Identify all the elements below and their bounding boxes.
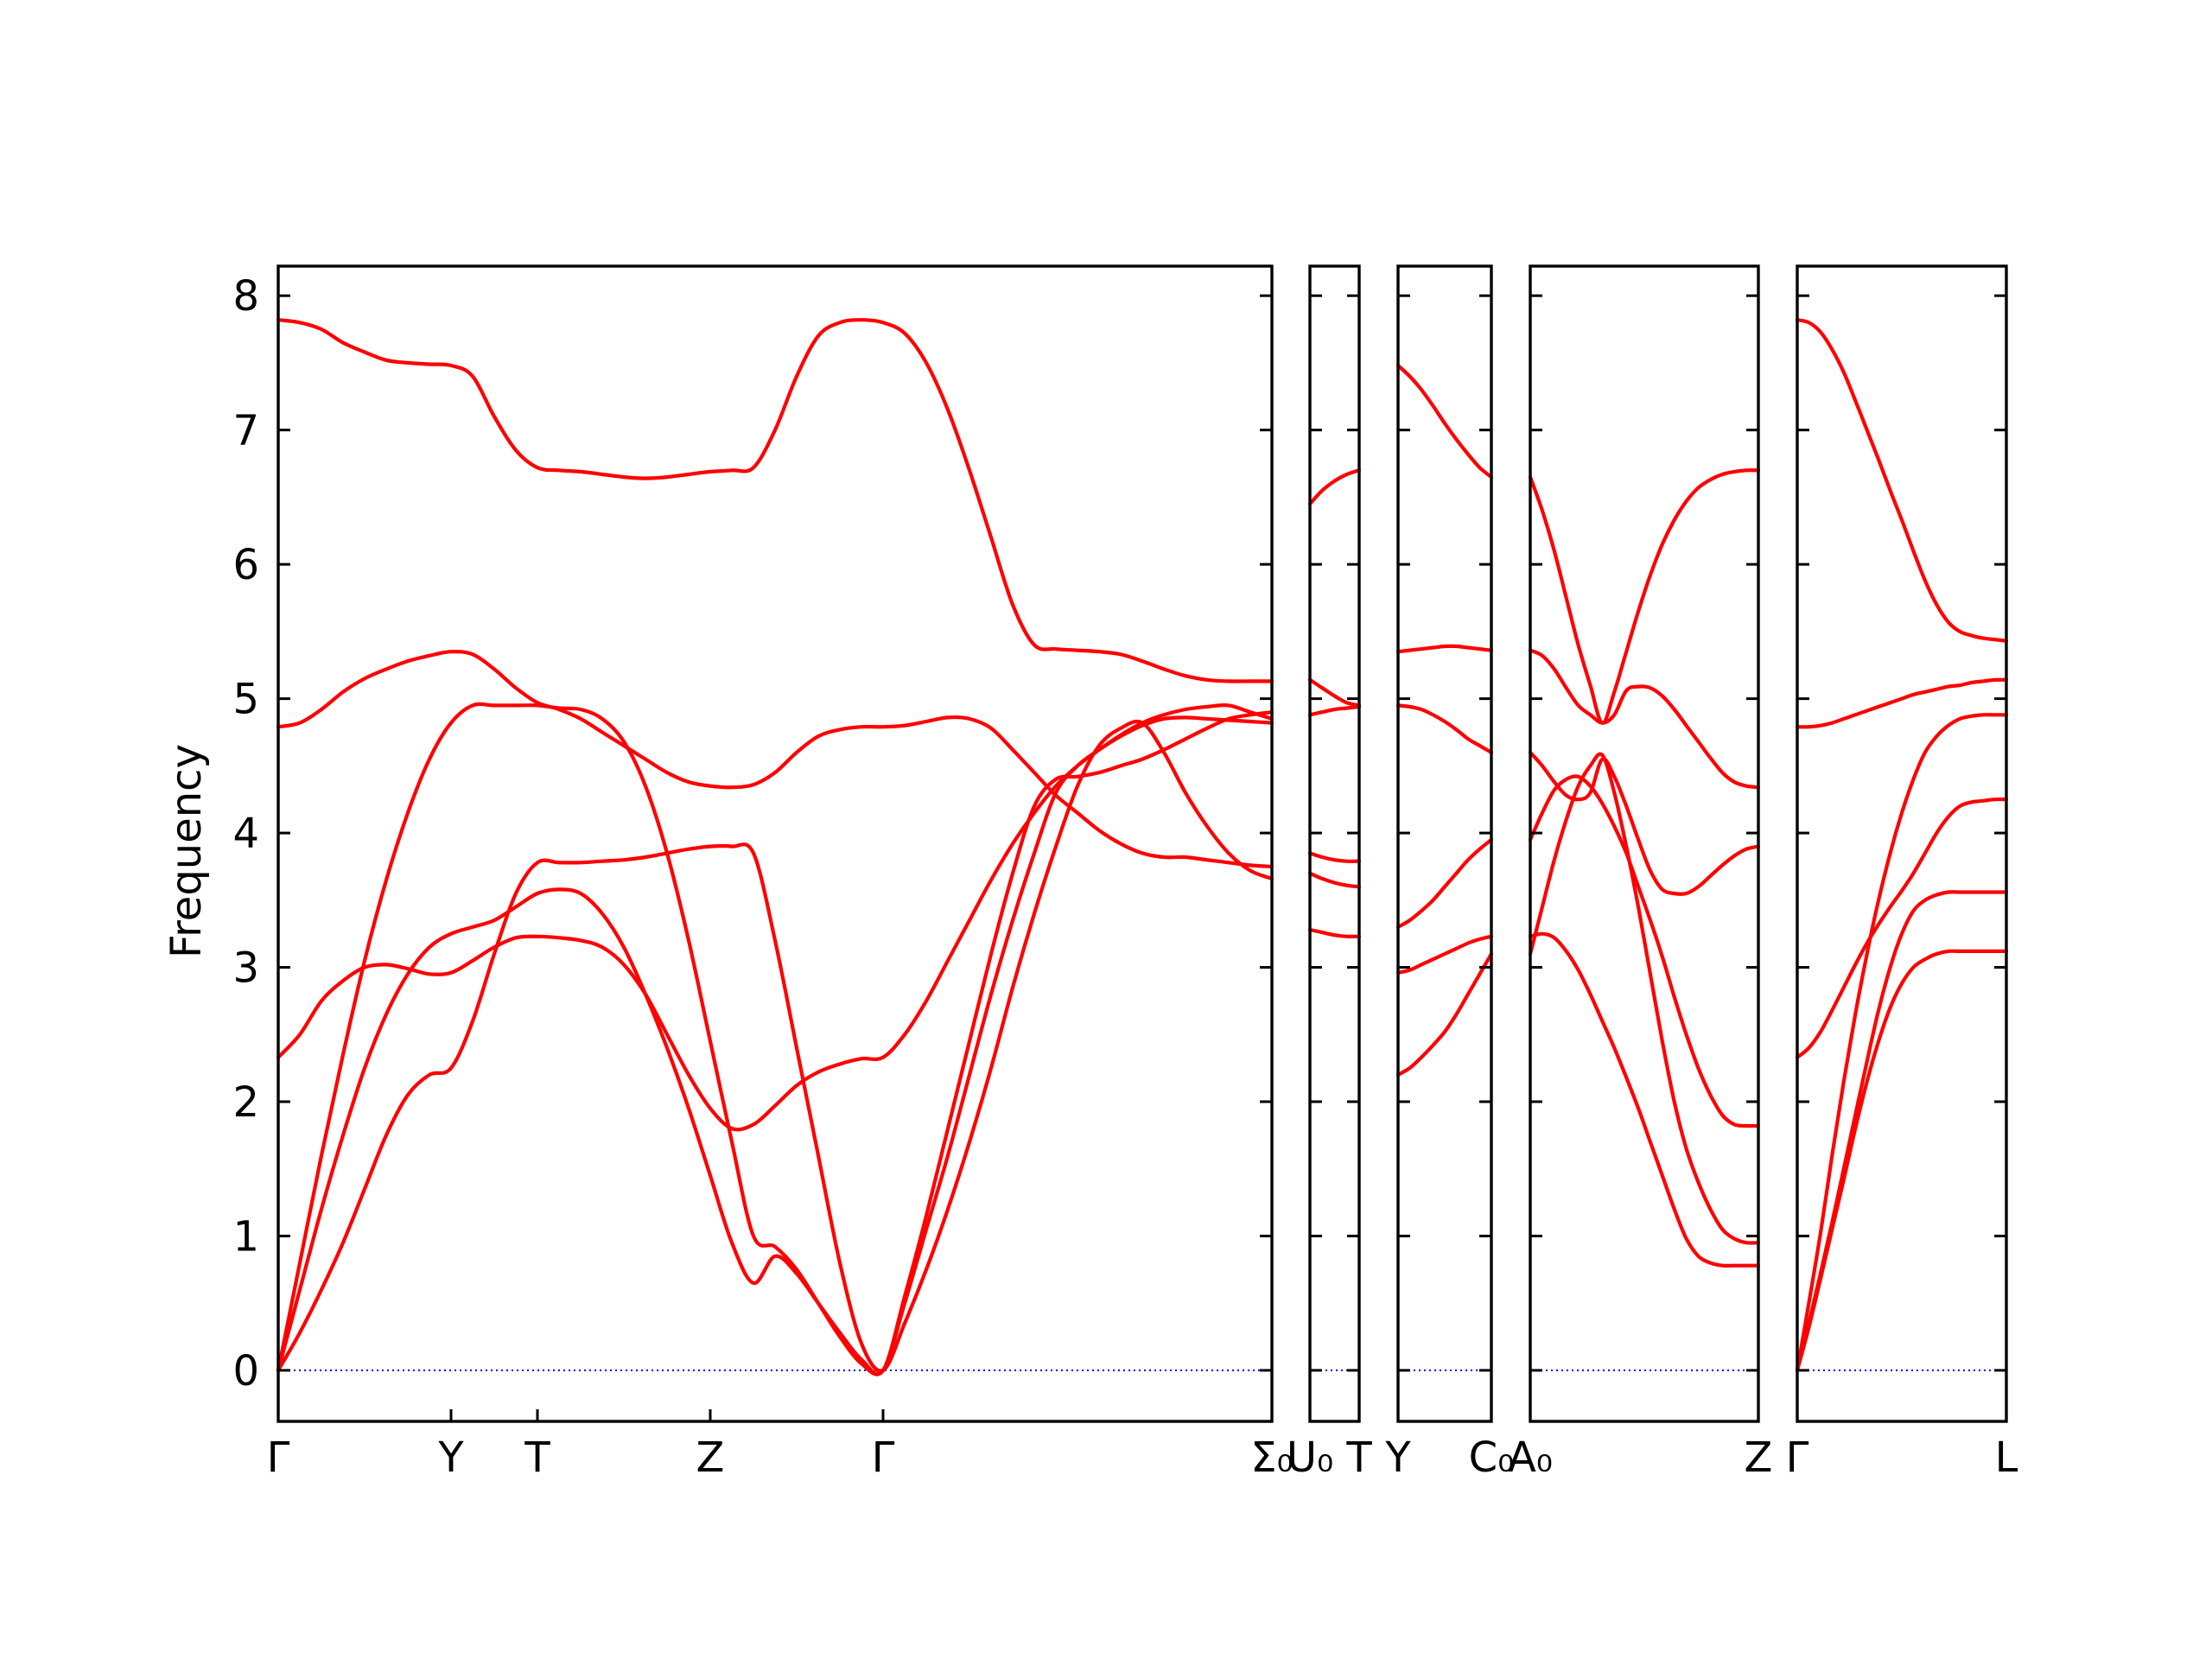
band-line-3 xyxy=(1795,713,2009,1372)
x-tick-label: C₀ xyxy=(1469,1433,1515,1482)
x-tick-label: L xyxy=(1995,1433,2018,1482)
panel-frame xyxy=(1796,264,2008,1423)
band-line-5 xyxy=(1528,752,1761,1245)
panel-frame xyxy=(1396,264,1493,1423)
x-tick-label: U₀ xyxy=(1287,1433,1333,1482)
band-line-2 xyxy=(1307,677,1362,708)
x-tick-label: Y xyxy=(437,1433,464,1482)
x-tick-label: Γ xyxy=(1786,1433,1809,1482)
band-line-3 xyxy=(1307,704,1362,717)
panel-2: U₀ T xyxy=(1287,264,1372,1482)
x-tick-label: Σ₀ xyxy=(1250,1433,1294,1482)
band-line-4 xyxy=(276,715,1274,1132)
y-tick-label: 8 xyxy=(232,272,259,321)
band-line-5 xyxy=(1307,871,1362,889)
band-line-3 xyxy=(1395,703,1494,754)
band-line-4 xyxy=(1395,837,1494,929)
panel-1: 0 1 2 3 4 5 6 7 8 Γ Y T Z Γ Σ₀ xyxy=(232,264,1294,1482)
panel-4: A₀ Z xyxy=(1508,264,1773,1482)
x-tick-label: T xyxy=(1345,1433,1372,1482)
band-line-6 xyxy=(1795,949,2009,1372)
y-tick-label: 3 xyxy=(232,944,259,993)
x-tick-label: Y xyxy=(1384,1433,1411,1482)
panel-frame xyxy=(276,264,1274,1423)
x-tick-label: Z xyxy=(1745,1433,1773,1482)
band-line-1 xyxy=(1795,318,2009,643)
x-tick-label: A₀ xyxy=(1508,1433,1553,1482)
band-line-6 xyxy=(1528,931,1761,1268)
band-line-4 xyxy=(1528,774,1761,1128)
band-line-2 xyxy=(1395,644,1494,654)
x-tick-label: Γ xyxy=(267,1433,290,1482)
y-tick-label: 4 xyxy=(232,810,259,858)
y-tick-label: 0 xyxy=(232,1347,259,1395)
band-line-6 xyxy=(276,318,1274,683)
y-tick-label: 6 xyxy=(232,541,259,589)
panel-frame xyxy=(1308,264,1361,1423)
panel-frame xyxy=(1529,264,1760,1423)
band-line-1 xyxy=(1307,468,1362,506)
band-line-6 xyxy=(1307,927,1362,938)
band-line-5 xyxy=(276,649,1274,868)
panel-3: Y C₀ xyxy=(1384,264,1515,1482)
band-line-2 xyxy=(1528,648,1761,790)
band-line-3 xyxy=(1528,750,1761,896)
y-tick-label: 2 xyxy=(232,1078,259,1127)
x-tick-label: Z xyxy=(696,1433,725,1482)
band-line-2 xyxy=(276,710,1274,1376)
band-line-4 xyxy=(1795,797,2009,1059)
y-axis-label: Frequency xyxy=(162,744,211,958)
band-line-1 xyxy=(1395,363,1494,480)
band-line-5 xyxy=(1395,934,1494,975)
band-line-2 xyxy=(1795,677,2009,729)
y-tick-label: 7 xyxy=(232,407,259,455)
band-line-1 xyxy=(1528,468,1761,725)
x-tick-label: Γ xyxy=(872,1433,895,1482)
band-line-5 xyxy=(1795,890,2009,1372)
y-tick-label: 5 xyxy=(232,676,259,724)
x-tick-label: T xyxy=(524,1433,550,1482)
band-line-6 xyxy=(1395,951,1494,1077)
band-line-3 xyxy=(276,719,1274,1373)
y-tick-label: 1 xyxy=(232,1212,259,1261)
band-line-4 xyxy=(1307,851,1362,863)
band-line-1 xyxy=(276,702,1274,1376)
